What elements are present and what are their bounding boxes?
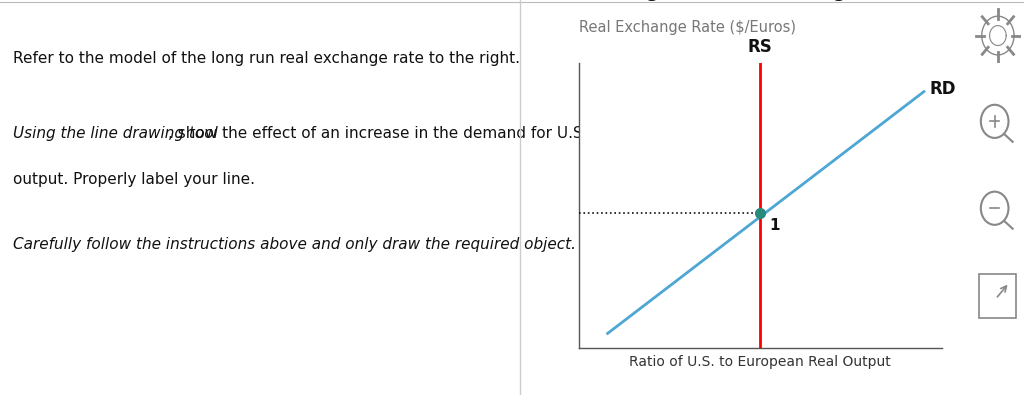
X-axis label: Ratio of U.S. to European Real Output: Ratio of U.S. to European Real Output	[630, 355, 891, 369]
Text: output. Properly label your line.: output. Properly label your line.	[13, 172, 255, 187]
Text: Real Exchange Rate ($/Euros): Real Exchange Rate ($/Euros)	[579, 20, 796, 35]
Text: , show the effect of an increase in the demand for U.S.: , show the effect of an increase in the …	[168, 126, 588, 141]
Text: RS: RS	[748, 38, 773, 56]
Text: 1: 1	[769, 218, 780, 233]
Text: Long Run Real Exchange Rate: Long Run Real Exchange Rate	[609, 0, 911, 1]
Text: Carefully follow the instructions above and only draw the required object.: Carefully follow the instructions above …	[13, 237, 577, 252]
Text: RD: RD	[930, 80, 955, 98]
Text: Refer to the model of the long run real exchange rate to the right.: Refer to the model of the long run real …	[13, 51, 520, 66]
Text: Using the line drawing tool: Using the line drawing tool	[13, 126, 218, 141]
